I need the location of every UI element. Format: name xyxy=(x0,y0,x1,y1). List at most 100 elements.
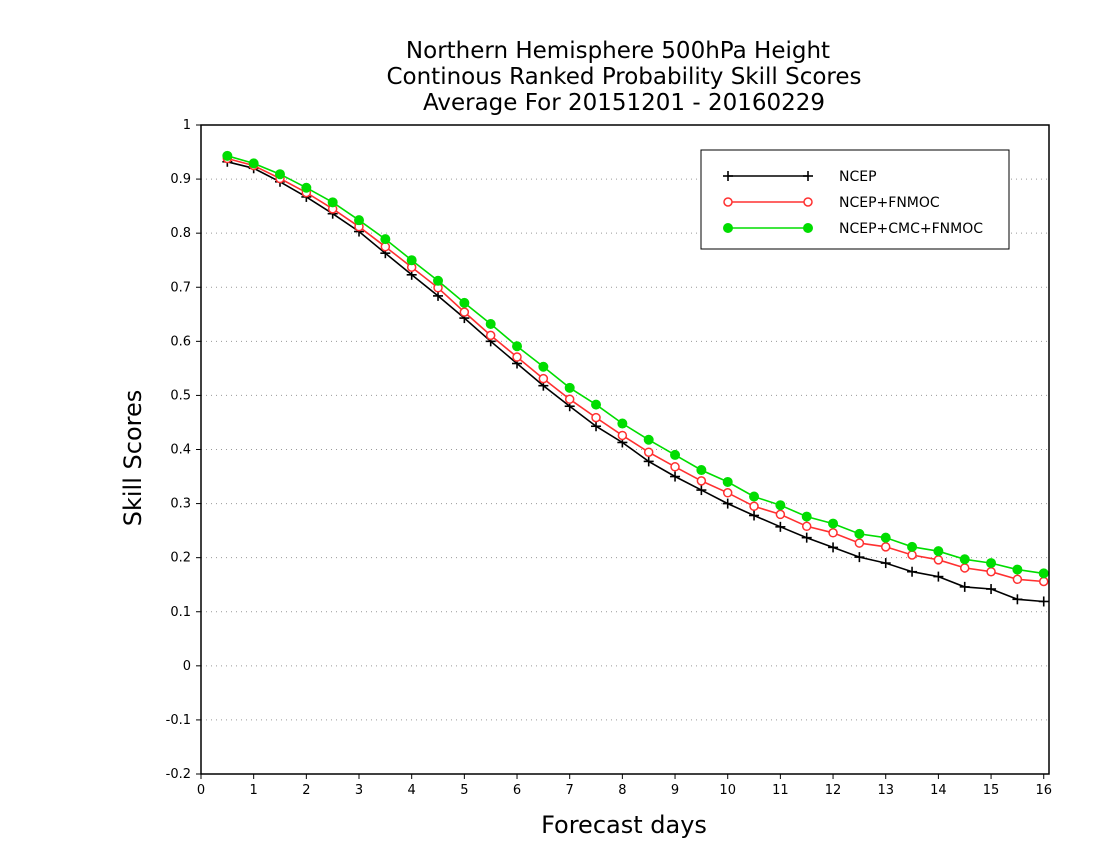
data-point xyxy=(327,197,338,208)
y-tick-label: 0.7 xyxy=(170,280,191,295)
y-axis-ticks: -0.2 -0.1 0 0.1 0.2 0.3 0.4 0.5 0.6 0.7 0.8 0.9 1 xyxy=(166,118,201,782)
data-point xyxy=(696,485,707,496)
data-point xyxy=(564,382,575,393)
data-point xyxy=(775,521,786,532)
data-point xyxy=(1012,594,1023,605)
data-point xyxy=(722,488,733,498)
data-point xyxy=(1012,564,1023,575)
data-point xyxy=(538,373,549,384)
legend-entry: NCEP xyxy=(723,169,877,185)
data-point xyxy=(1012,574,1023,585)
data-point xyxy=(485,330,496,341)
x-axis-label: Forecast days xyxy=(541,811,707,839)
data-point xyxy=(907,541,918,552)
data-point xyxy=(248,158,259,169)
data-point xyxy=(617,430,628,441)
data-point xyxy=(670,471,681,482)
legend-marker xyxy=(723,223,733,233)
y-tick-label: 0.8 xyxy=(170,226,191,241)
data-point xyxy=(880,542,891,552)
series-group xyxy=(222,150,1049,607)
x-tick-label: 6 xyxy=(513,783,521,798)
legend-label: NCEP xyxy=(839,169,877,185)
data-point xyxy=(801,521,812,532)
data-point xyxy=(643,447,654,457)
data-point xyxy=(617,418,628,429)
y-tick-label: 0.3 xyxy=(170,497,191,512)
data-point xyxy=(986,558,997,569)
x-tick-label: 1 xyxy=(250,783,258,798)
x-tick-label: 13 xyxy=(877,783,894,798)
data-point xyxy=(722,476,733,487)
x-tick-label: 10 xyxy=(719,783,736,798)
y-axis-label: Skill Scores xyxy=(119,390,147,527)
x-tick-label: 3 xyxy=(355,783,363,798)
data-point xyxy=(485,319,496,330)
data-point xyxy=(222,150,233,161)
chart-title-line-2: Continous Ranked Probability Skill Score… xyxy=(386,64,861,90)
legend-label: NCEP+CMC+FNMOC xyxy=(839,221,983,237)
data-point xyxy=(433,275,444,286)
legend-marker xyxy=(803,171,813,181)
legend: NCEP NCEP+FNMOC NCEP+CMC+FNMOC xyxy=(700,149,1010,250)
data-point xyxy=(722,498,733,509)
x-tick-label: 8 xyxy=(618,783,626,798)
data-point xyxy=(538,361,549,372)
data-point xyxy=(907,566,918,577)
x-tick-label: 0 xyxy=(197,783,205,798)
legend-marker xyxy=(803,223,813,233)
data-point xyxy=(986,584,997,595)
data-point xyxy=(775,509,786,520)
x-tick-label: 11 xyxy=(772,783,789,798)
data-point xyxy=(749,501,759,512)
x-tick-label: 5 xyxy=(460,783,468,798)
data-point xyxy=(854,528,865,539)
data-point xyxy=(591,421,602,432)
data-point xyxy=(643,456,654,467)
legend-marker xyxy=(723,197,733,207)
x-tick-label: 4 xyxy=(408,783,416,798)
y-tick-label: -0.2 xyxy=(166,767,191,782)
data-point xyxy=(459,307,470,317)
data-point xyxy=(564,394,575,404)
x-tick-label: 9 xyxy=(671,783,679,798)
series-1 xyxy=(222,156,1049,607)
data-point xyxy=(591,412,601,423)
legend-marker xyxy=(803,197,813,207)
data-point xyxy=(880,558,891,569)
data-point xyxy=(1038,596,1049,607)
data-point xyxy=(670,462,680,472)
legend-entry: NCEP+CMC+FNMOC xyxy=(723,221,983,237)
y-tick-label: 0.5 xyxy=(170,388,191,403)
legend-label: NCEP+FNMOC xyxy=(839,195,940,211)
data-point xyxy=(354,215,365,226)
data-point xyxy=(1038,576,1049,587)
grid-lines xyxy=(201,178,1049,721)
series-line xyxy=(227,161,1044,603)
data-point xyxy=(1038,568,1049,579)
data-point xyxy=(828,528,838,538)
data-point xyxy=(801,532,812,543)
chart-title-line-3: Average For 20151201 - 20160229 xyxy=(423,90,825,116)
x-tick-label: 12 xyxy=(825,783,842,798)
y-tick-label: 0.2 xyxy=(170,551,191,566)
data-point xyxy=(512,352,522,362)
y-tick-label: 0.9 xyxy=(170,172,191,187)
chart-title-line-1: Northern Hemisphere 500hPa Height xyxy=(406,38,830,64)
data-point xyxy=(670,449,681,460)
data-point xyxy=(959,554,970,565)
data-point xyxy=(880,532,891,543)
legend-entry: NCEP+FNMOC xyxy=(723,195,940,211)
legend-marker xyxy=(723,171,733,181)
data-point xyxy=(459,297,470,308)
data-point xyxy=(433,290,444,301)
data-point xyxy=(749,510,760,521)
y-tick-label: 0.6 xyxy=(170,334,191,349)
x-axis-ticks: 0 1 2 3 4 5 6 7 8 9 10 11 12 13 14 15 16 xyxy=(197,774,1052,798)
y-tick-label: 0 xyxy=(183,659,191,674)
legend-box xyxy=(700,149,1010,250)
data-point xyxy=(854,538,865,548)
data-point xyxy=(828,542,839,553)
data-point xyxy=(380,234,391,245)
